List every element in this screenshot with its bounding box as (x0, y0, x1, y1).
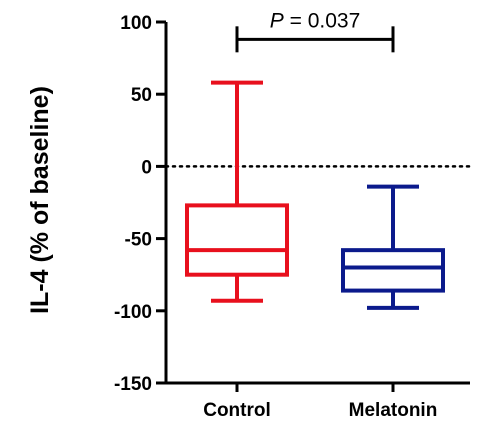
significance-annotation: P = 0.037 (235, 9, 395, 53)
y-tick-label: 0 (141, 157, 152, 178)
y-axis-label: IL-4 (% of baseline) (26, 86, 54, 314)
y-tick-label: -100 (114, 302, 152, 323)
p-value: = 0.037 (284, 9, 360, 32)
box-melatonin (341, 184, 445, 310)
x-category-label: Control (203, 400, 271, 421)
x-axis: Control Melatonin (166, 381, 470, 421)
iqr-box (341, 248, 445, 293)
y-tick-label: -50 (125, 230, 152, 251)
y-tick-label: -150 (114, 374, 152, 395)
p-symbol: P (270, 9, 284, 32)
box-control (185, 80, 289, 303)
y-tick-label: 100 (120, 13, 152, 34)
y-axis: 100 50 0 -50 -100 -150 (114, 13, 168, 395)
y-tick-label: 50 (131, 85, 152, 106)
boxes (185, 80, 445, 310)
p-value-label: P = 0.037 (270, 9, 361, 32)
iqr-box (185, 203, 289, 277)
x-category-label: Melatonin (349, 400, 438, 421)
